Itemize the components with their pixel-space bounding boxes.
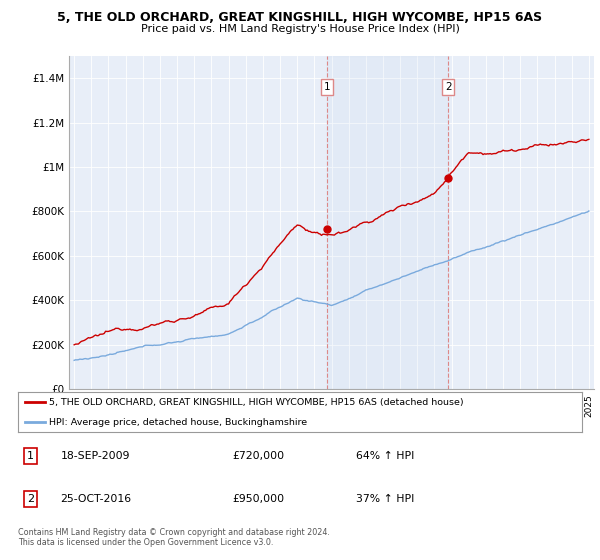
Text: Price paid vs. HM Land Registry's House Price Index (HPI): Price paid vs. HM Land Registry's House …: [140, 24, 460, 34]
Text: 64% ↑ HPI: 64% ↑ HPI: [356, 451, 415, 461]
Text: 2: 2: [445, 82, 452, 92]
Text: 5, THE OLD ORCHARD, GREAT KINGSHILL, HIGH WYCOMBE, HP15 6AS: 5, THE OLD ORCHARD, GREAT KINGSHILL, HIG…: [58, 11, 542, 24]
Text: 2: 2: [27, 494, 34, 505]
Text: 25-OCT-2016: 25-OCT-2016: [60, 494, 131, 505]
Text: 1: 1: [27, 451, 34, 461]
Text: HPI: Average price, detached house, Buckinghamshire: HPI: Average price, detached house, Buck…: [49, 418, 307, 427]
Text: 5, THE OLD ORCHARD, GREAT KINGSHILL, HIGH WYCOMBE, HP15 6AS (detached house): 5, THE OLD ORCHARD, GREAT KINGSHILL, HIG…: [49, 398, 464, 407]
Text: £720,000: £720,000: [232, 451, 284, 461]
Text: 18-SEP-2009: 18-SEP-2009: [60, 451, 130, 461]
Text: £950,000: £950,000: [232, 494, 284, 505]
Text: 1: 1: [323, 82, 330, 92]
Bar: [326, 56, 448, 389]
Text: Contains HM Land Registry data © Crown copyright and database right 2024.
This d: Contains HM Land Registry data © Crown c…: [18, 528, 330, 547]
Text: 37% ↑ HPI: 37% ↑ HPI: [356, 494, 415, 505]
